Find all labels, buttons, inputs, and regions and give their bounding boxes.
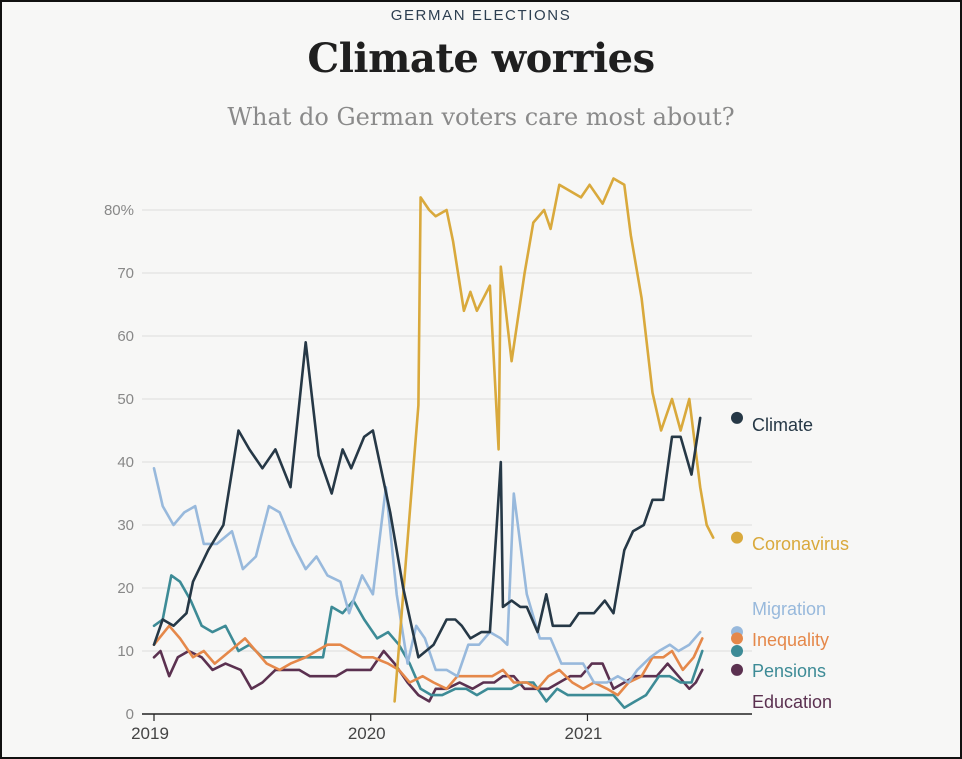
series-line-climate: [152, 341, 702, 659]
chart-subtitle: What do German voters care most about?: [227, 103, 735, 131]
series-label-inequality: Inequality: [752, 630, 829, 650]
y-tick-label-60: 60: [117, 328, 134, 345]
series-label-pensions: Pensions: [752, 661, 826, 681]
series-line-education: [152, 649, 704, 703]
x-tick-label-2021: 2021: [565, 724, 603, 743]
y-tick-label-80: 80%: [104, 202, 134, 219]
y-tick-label-20: 20: [117, 580, 134, 597]
x-tick-label-2019: 2019: [131, 724, 169, 743]
series-label-climate: Climate: [752, 415, 813, 435]
x-tick-label-2020: 2020: [348, 724, 386, 743]
y-tick-label-70: 70: [117, 265, 134, 282]
series-line-coronavirus: [393, 177, 715, 703]
series-labels: Climate Coronavirus Migration Inequality Pen…: [752, 415, 849, 712]
end-marker-pensions: [731, 645, 743, 657]
chart-kicker: GERMAN ELECTIONS: [390, 7, 572, 24]
chart-title: Climate worries: [307, 35, 655, 82]
series-label-education: Education: [752, 692, 832, 712]
end-marker-coronavirus: [731, 531, 743, 544]
y-tick-label-40: 40: [117, 454, 134, 471]
end-marker-education: [731, 663, 743, 676]
series-lines: [152, 177, 715, 709]
series-label-coronavirus: Coronavirus: [752, 534, 849, 554]
y-tick-label-30: 30: [117, 517, 134, 534]
y-tick-label-50: 50: [117, 391, 134, 408]
end-marker-inequality: [731, 632, 743, 645]
series-line-migration: [152, 467, 702, 684]
y-tick-label-10: 10: [117, 643, 134, 660]
series-label-migration: Migration: [752, 599, 826, 619]
series-line-inequality: [152, 624, 704, 697]
gridlines: [142, 209, 752, 652]
y-tick-label-0: 0: [126, 706, 134, 723]
end-marker-climate: [731, 411, 743, 424]
series-line-pensions: [152, 574, 704, 709]
x-axis: 2019 2020 2021: [131, 713, 752, 743]
y-axis-ticks: 0 10 20 30 40 50 60 70 80%: [104, 202, 134, 723]
series-end-markers: [731, 411, 743, 676]
